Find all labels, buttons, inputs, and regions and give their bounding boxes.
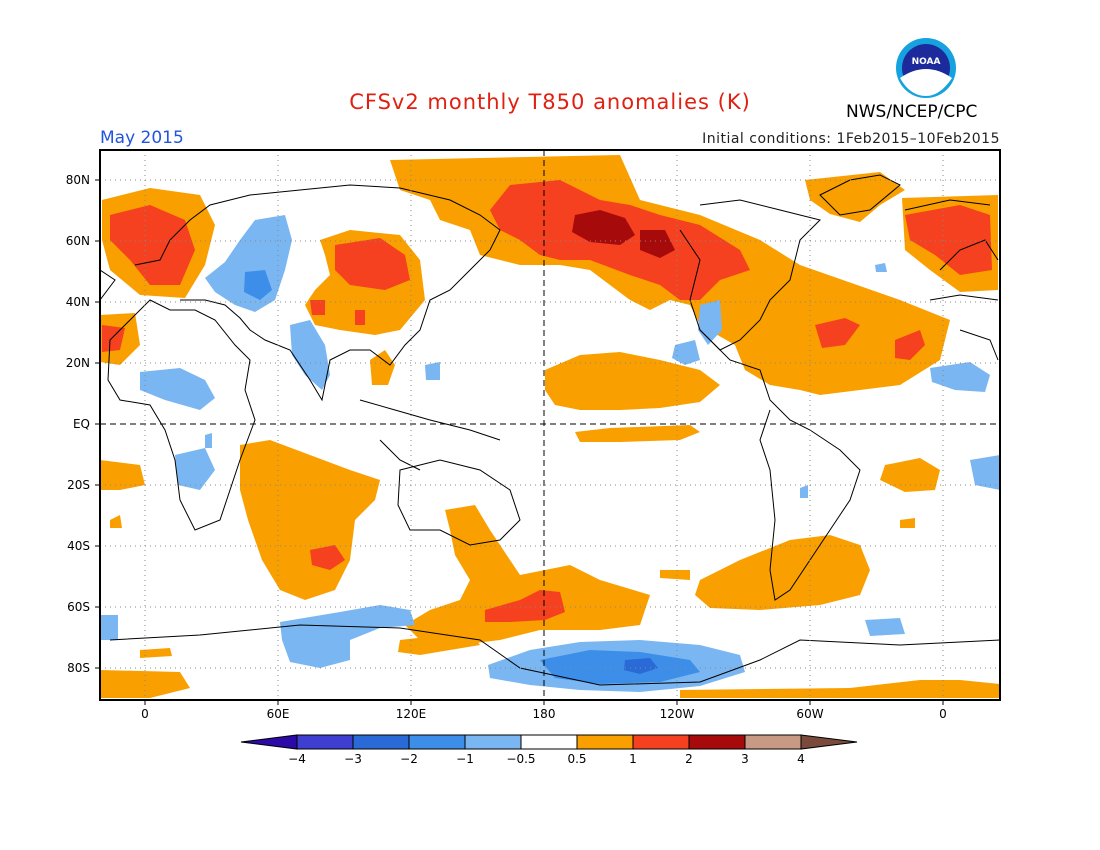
colorbar-label: 1 — [629, 752, 637, 766]
equator-dateline — [100, 150, 1000, 700]
colorbar-swatch — [576, 734, 634, 750]
lon-label-60e: 60E — [266, 707, 290, 721]
colorbar-label: −0.5 — [506, 752, 536, 766]
anomaly-positive-2 — [572, 210, 675, 258]
map-title: CFSv2 monthly T850 anomalies (K) — [349, 90, 751, 114]
colorbar-swatch — [240, 734, 298, 750]
lat-label-eq: EQ — [72, 417, 90, 431]
forecast-month: May 2015 — [100, 128, 184, 148]
colorbar — [240, 734, 858, 750]
lon-label-120e: 120E — [395, 707, 427, 721]
colorbar-label: 2 — [685, 752, 693, 766]
lat-label-80n: 80N — [65, 173, 90, 187]
lon-label-120w: 120W — [659, 707, 695, 721]
lon-label-180: 180 — [532, 707, 556, 721]
colorbar-label: −3 — [344, 752, 362, 766]
colorbar-swatch — [800, 734, 858, 750]
colorbar-swatch — [296, 734, 354, 750]
colorbar-swatch — [408, 734, 466, 750]
lat-label-20s: 20S — [67, 478, 90, 492]
lon-label-60w: 60W — [796, 707, 824, 721]
colorbar-swatch — [688, 734, 746, 750]
lat-label-60n: 60N — [65, 234, 90, 248]
colorbar-label: 4 — [797, 752, 805, 766]
colorbar-label: −4 — [288, 752, 306, 766]
map-frame — [99, 149, 1001, 701]
initial-conditions: Initial conditions: 1Feb2015–10Feb2015 — [702, 131, 1000, 147]
colorbar-swatch — [744, 734, 802, 750]
axis-ticks — [95, 179, 944, 705]
colorbar-label: 3 — [741, 752, 749, 766]
lat-label-40s: 40S — [67, 539, 90, 553]
lon-label-0: 0 — [141, 707, 149, 721]
colorbar-swatch — [520, 734, 578, 750]
colorbar-label: −2 — [400, 752, 418, 766]
anomaly-negative-2 — [624, 658, 658, 674]
lat-label-20n: 20N — [65, 356, 90, 370]
lon-label-0-east: 0 — [939, 707, 947, 721]
lat-label-60s: 60S — [67, 600, 90, 614]
anomaly-negative-1 — [244, 270, 700, 684]
coastlines — [100, 174, 1000, 686]
lat-label-80s: 80S — [67, 661, 90, 675]
colorbar-label: −1 — [456, 752, 474, 766]
lat-label-40n: 40N — [65, 295, 90, 309]
colorbar-label: 0.5 — [567, 752, 587, 766]
agency-label: NWS/NCEP/CPC — [846, 102, 978, 122]
colorbar-swatch — [632, 734, 690, 750]
colorbar-swatch — [352, 734, 410, 750]
lat-lon-grid — [100, 150, 1000, 700]
colorbar-swatch — [464, 734, 522, 750]
